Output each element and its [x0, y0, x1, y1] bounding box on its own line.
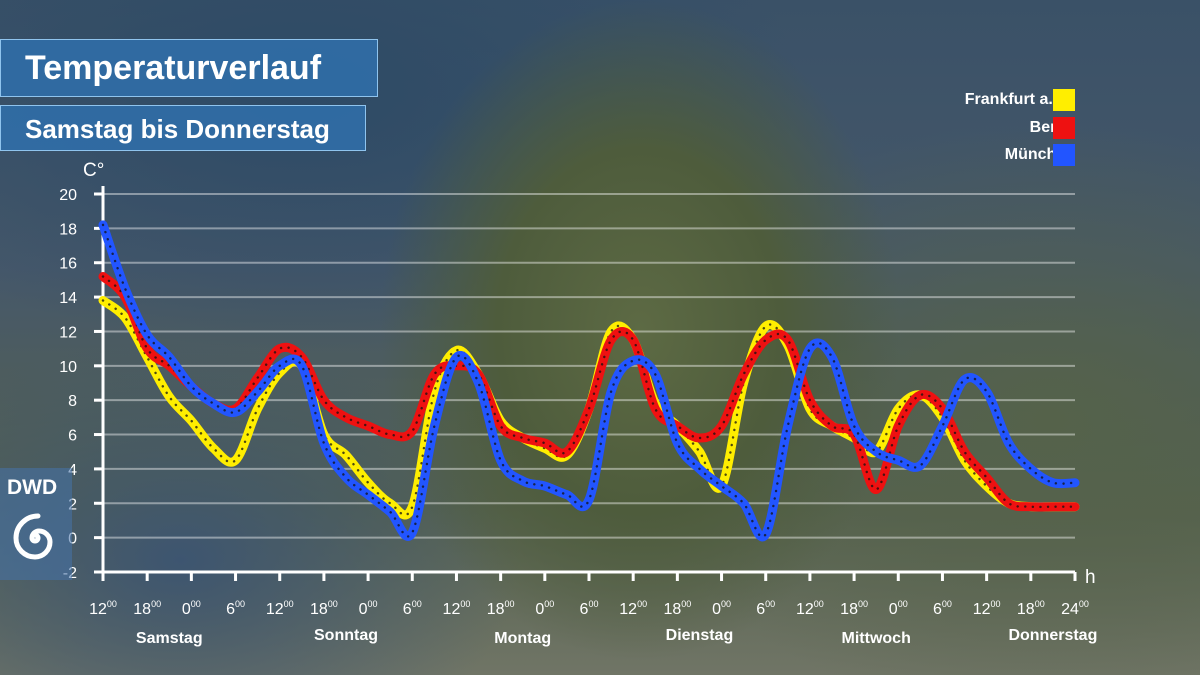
x-tick-label: 1200 [266, 599, 294, 618]
chart-labels: 20181614121086420-2C°h120018000006001200… [59, 160, 1097, 647]
series-dots [101, 223, 1077, 539]
x-tick-label: 600 [226, 599, 245, 618]
chart-title: Temperaturverlauf [25, 49, 322, 87]
series-line [98, 272, 1080, 512]
y-axis-label: C° [83, 160, 104, 181]
day-label: Samstag [136, 630, 203, 647]
swirl-icon [13, 513, 53, 560]
legend-swatch [1053, 144, 1075, 166]
x-tick-label: 000 [889, 599, 908, 618]
chart-subtitle: Samstag bis Donnerstag [25, 114, 330, 144]
x-tick-label: 1800 [1017, 599, 1045, 618]
dwd-logo-text: DWD [7, 476, 58, 499]
y-tick-label: 2 [68, 496, 77, 513]
x-tick-label: 2400 [1061, 599, 1089, 618]
y-tick-label: 18 [59, 221, 77, 238]
x-tick-label: 1800 [663, 599, 691, 618]
y-tick-label: 12 [59, 324, 77, 341]
series-line [98, 220, 1080, 542]
legend-entry-label: Frankfurt a. M. [964, 91, 1075, 108]
dwd-logo: DWD [0, 468, 72, 580]
y-tick-label: 6 [68, 428, 77, 445]
x-tick-label: 1200 [89, 599, 117, 618]
chart-series [98, 220, 1080, 542]
x-tick-label: 1200 [443, 599, 471, 618]
y-tick-label: 16 [59, 256, 77, 273]
x-tick-label: 000 [182, 599, 201, 618]
x-tick-label: 1800 [487, 599, 515, 618]
day-label: Sonntag [314, 627, 378, 644]
x-tick-label: 000 [535, 599, 554, 618]
x-tick-label: 600 [580, 599, 599, 618]
y-tick-label: 0 [68, 531, 77, 548]
day-label: Mittwoch [842, 630, 911, 647]
day-label: Donnerstag [1008, 627, 1097, 644]
x-tick-label: 1800 [840, 599, 868, 618]
x-tick-label: 600 [756, 599, 775, 618]
x-tick-label: 600 [403, 599, 422, 618]
subtitle-box: Samstag bis Donnerstag [0, 105, 366, 151]
x-tick-label: 1200 [973, 599, 1001, 618]
x-tick-label: 1200 [619, 599, 647, 618]
x-tick-label: 1800 [133, 599, 161, 618]
x-tick-label: 000 [359, 599, 378, 618]
title-box: Temperaturverlauf [0, 39, 378, 97]
series-dots [101, 275, 1077, 509]
legend-swatch [1053, 117, 1075, 139]
y-tick-label: 10 [59, 359, 77, 376]
chart-axes [94, 186, 1077, 581]
legend-swatch [1053, 89, 1075, 111]
x-tick-label: 1800 [310, 599, 338, 618]
day-label: Montag [494, 630, 551, 647]
x-axis-label: h [1085, 567, 1096, 588]
y-tick-label: 4 [68, 462, 77, 479]
y-tick-label: 14 [59, 290, 77, 307]
day-label: Dienstag [666, 627, 734, 644]
x-tick-label: 000 [712, 599, 731, 618]
y-tick-label: 8 [68, 393, 77, 410]
x-tick-label: 600 [933, 599, 952, 618]
x-tick-label: 1200 [796, 599, 824, 618]
y-tick-label: 20 [59, 187, 77, 204]
